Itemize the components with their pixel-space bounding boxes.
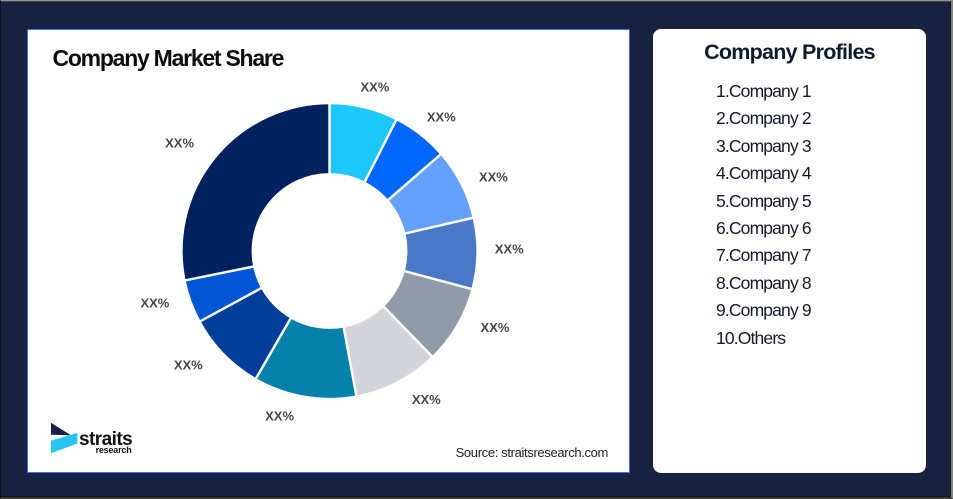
- svg-text:XX%: XX%: [479, 170, 508, 185]
- svg-text:XX%: XX%: [265, 409, 294, 424]
- svg-text:XX%: XX%: [360, 79, 389, 94]
- svg-text:XX%: XX%: [495, 242, 524, 257]
- svg-text:XX%: XX%: [165, 135, 194, 150]
- svg-text:XX%: XX%: [427, 109, 456, 124]
- svg-text:XX%: XX%: [481, 320, 510, 335]
- svg-text:XX%: XX%: [174, 357, 203, 372]
- svg-text:research: research: [96, 445, 132, 455]
- svg-text:straits: straits: [79, 429, 132, 450]
- svg-text:XX%: XX%: [140, 295, 169, 310]
- svg-text:XX%: XX%: [412, 392, 441, 407]
